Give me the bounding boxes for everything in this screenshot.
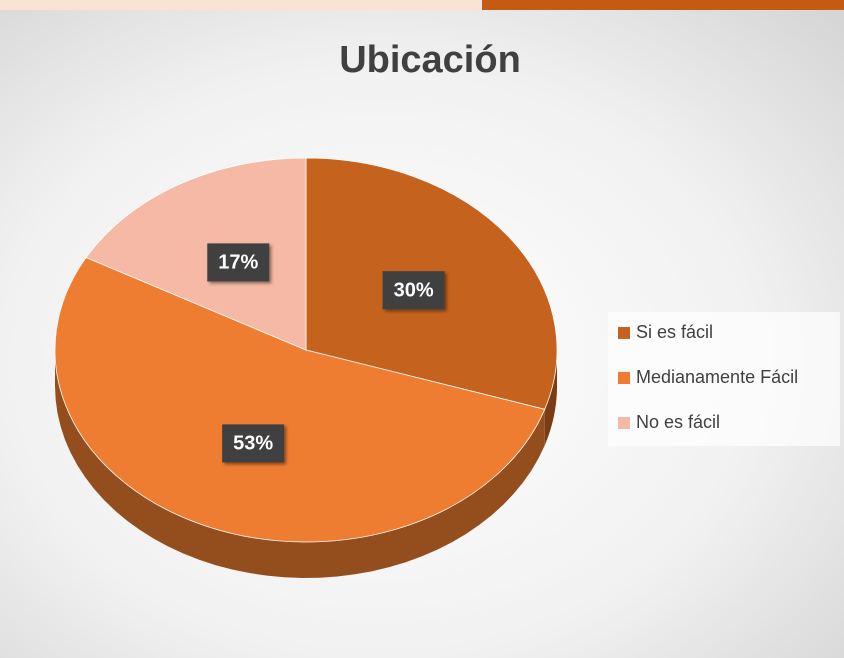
slice	[85, 157, 307, 351]
data-label-box	[207, 243, 270, 282]
legend-swatch	[618, 327, 630, 339]
data-label-box	[222, 424, 285, 463]
slice	[54, 257, 546, 543]
legend-box	[608, 312, 840, 446]
pie: 30% 53% 17%	[54, 157, 558, 578]
slice-side	[544, 350, 557, 446]
legend-label: Medianamente Fácil	[636, 367, 798, 387]
chart-title: Ubicación	[339, 39, 521, 81]
legend-label: No es fácil	[636, 412, 720, 432]
top-band-light	[0, 0, 480, 10]
slice-side	[55, 350, 545, 578]
data-label-box	[382, 271, 445, 310]
data-label: 30%	[394, 279, 434, 301]
legend-label: Si es fácil	[636, 322, 713, 342]
legend-swatch	[618, 372, 630, 384]
legend-swatch	[618, 417, 630, 429]
data-label: 53%	[233, 433, 273, 455]
top-band-dark	[482, 0, 844, 10]
data-label: 17%	[218, 252, 258, 274]
